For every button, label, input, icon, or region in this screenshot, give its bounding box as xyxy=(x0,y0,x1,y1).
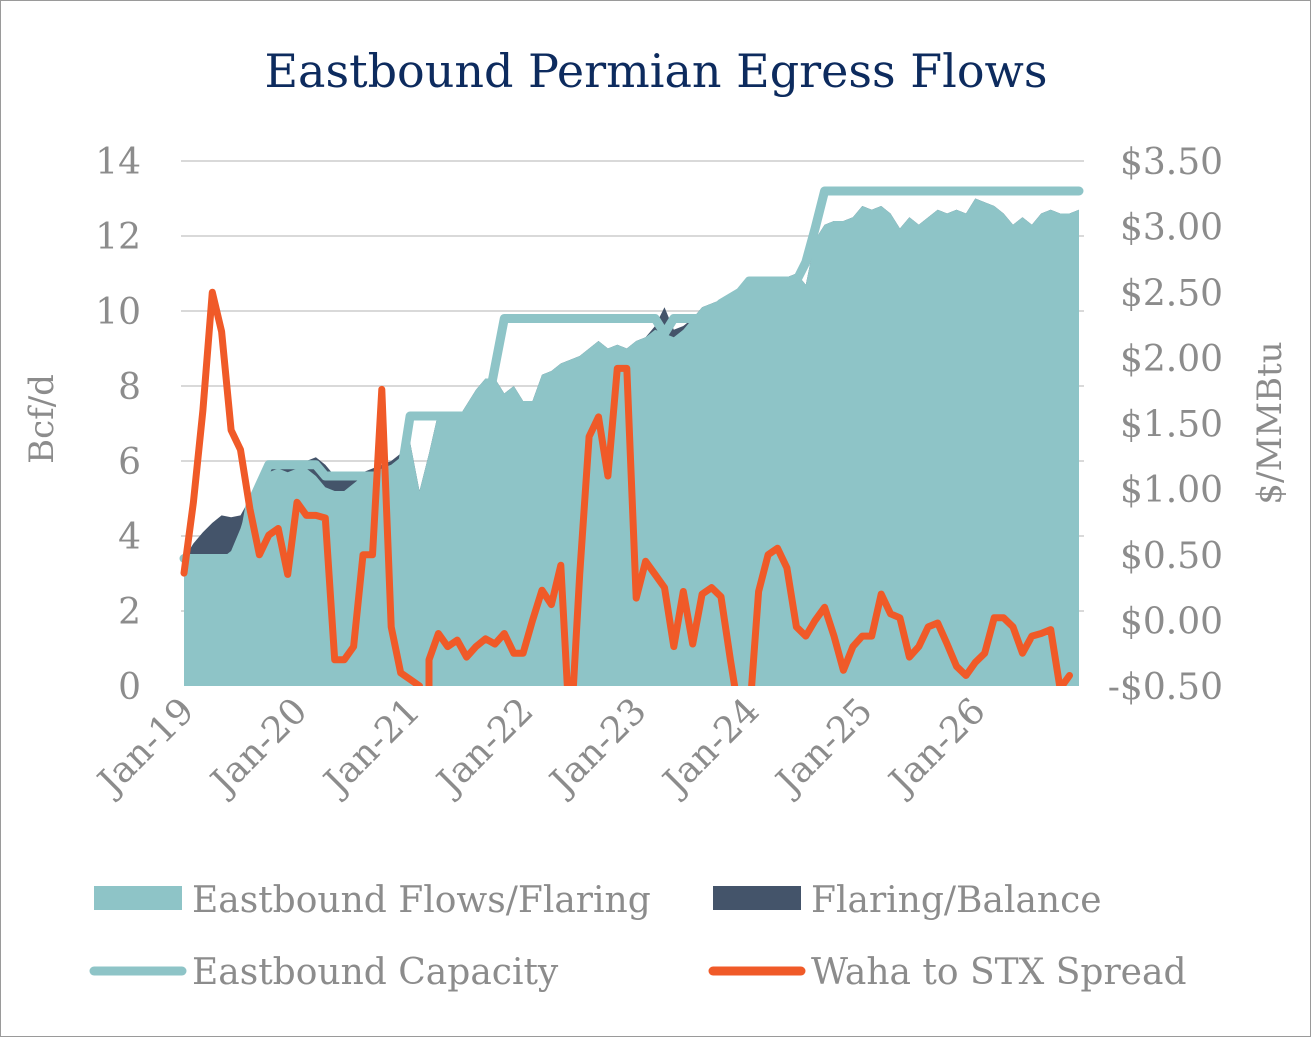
left-tick-label: 2 xyxy=(118,592,141,633)
x-tick-label: Jan-25 xyxy=(766,690,881,805)
left-tick-label: 14 xyxy=(95,142,141,183)
left-tick-label: 0 xyxy=(118,667,141,708)
x-tick-label: Jan-26 xyxy=(879,690,994,805)
chart-title: Eastbound Permian Egress Flows xyxy=(264,44,1047,98)
left-axis-label: Bcf/d xyxy=(22,374,62,464)
right-tick-label: $0.00 xyxy=(1120,601,1223,642)
legend-flaring-balance-label: Flaring/Balance xyxy=(811,880,1102,921)
legend-waha-to-stx-spread-label: Waha to STX Spread xyxy=(811,952,1187,993)
right-tick-label: $2.50 xyxy=(1120,273,1223,314)
left-tick-label: 8 xyxy=(118,367,141,408)
right-tick-label: $1.00 xyxy=(1120,470,1223,511)
x-axis-ticks: Jan-19 Jan-20 Jan-21 Jan-22 Jan-23 Jan-24 Jan-… xyxy=(88,690,994,805)
line-waha-stx-spread xyxy=(180,288,1073,686)
right-tick-label: $2.00 xyxy=(1120,339,1223,380)
line-eastbound-capacity xyxy=(179,186,1084,563)
left-tick-label: 6 xyxy=(118,442,141,483)
x-tick-label: Jan-22 xyxy=(427,690,542,805)
legend-eastbound-flows-flaring-label: Eastbound Flows/Flaring xyxy=(192,880,651,921)
right-axis-label: $/MMBtu xyxy=(1250,341,1290,504)
legend: Eastbound Flows/Flaring Flaring/Balance Ea… xyxy=(89,880,1187,993)
x-tick-label: Jan-24 xyxy=(653,690,768,805)
line-series xyxy=(179,186,1084,686)
right-tick-label: $3.50 xyxy=(1120,142,1223,183)
right-axis-ticks: -$0.50 $0.00 $0.50 $1.00 $1.50 $2.00 $2.50 $3.0… xyxy=(1108,142,1223,708)
left-axis-ticks: 0 2 4 6 8 10 12 14 xyxy=(95,142,141,708)
right-tick-label: $1.50 xyxy=(1120,405,1223,446)
x-tick-label: Jan-19 xyxy=(88,690,203,805)
left-tick-label: 10 xyxy=(95,292,141,333)
x-tick-label: Jan-23 xyxy=(540,690,655,805)
legend-eastbound-flows-flaring-swatch xyxy=(94,886,182,910)
left-tick-label: 4 xyxy=(118,517,141,558)
x-tick-label: Jan-21 xyxy=(314,690,429,805)
right-tick-label: $3.00 xyxy=(1120,208,1223,249)
legend-eastbound-capacity-label: Eastbound Capacity xyxy=(192,952,559,993)
right-tick-label: $0.50 xyxy=(1120,536,1223,577)
left-tick-label: 12 xyxy=(95,217,141,258)
x-tick-label: Jan-20 xyxy=(201,690,316,805)
legend-flaring-balance-swatch xyxy=(713,886,801,910)
right-tick-label: -$0.50 xyxy=(1108,667,1223,708)
